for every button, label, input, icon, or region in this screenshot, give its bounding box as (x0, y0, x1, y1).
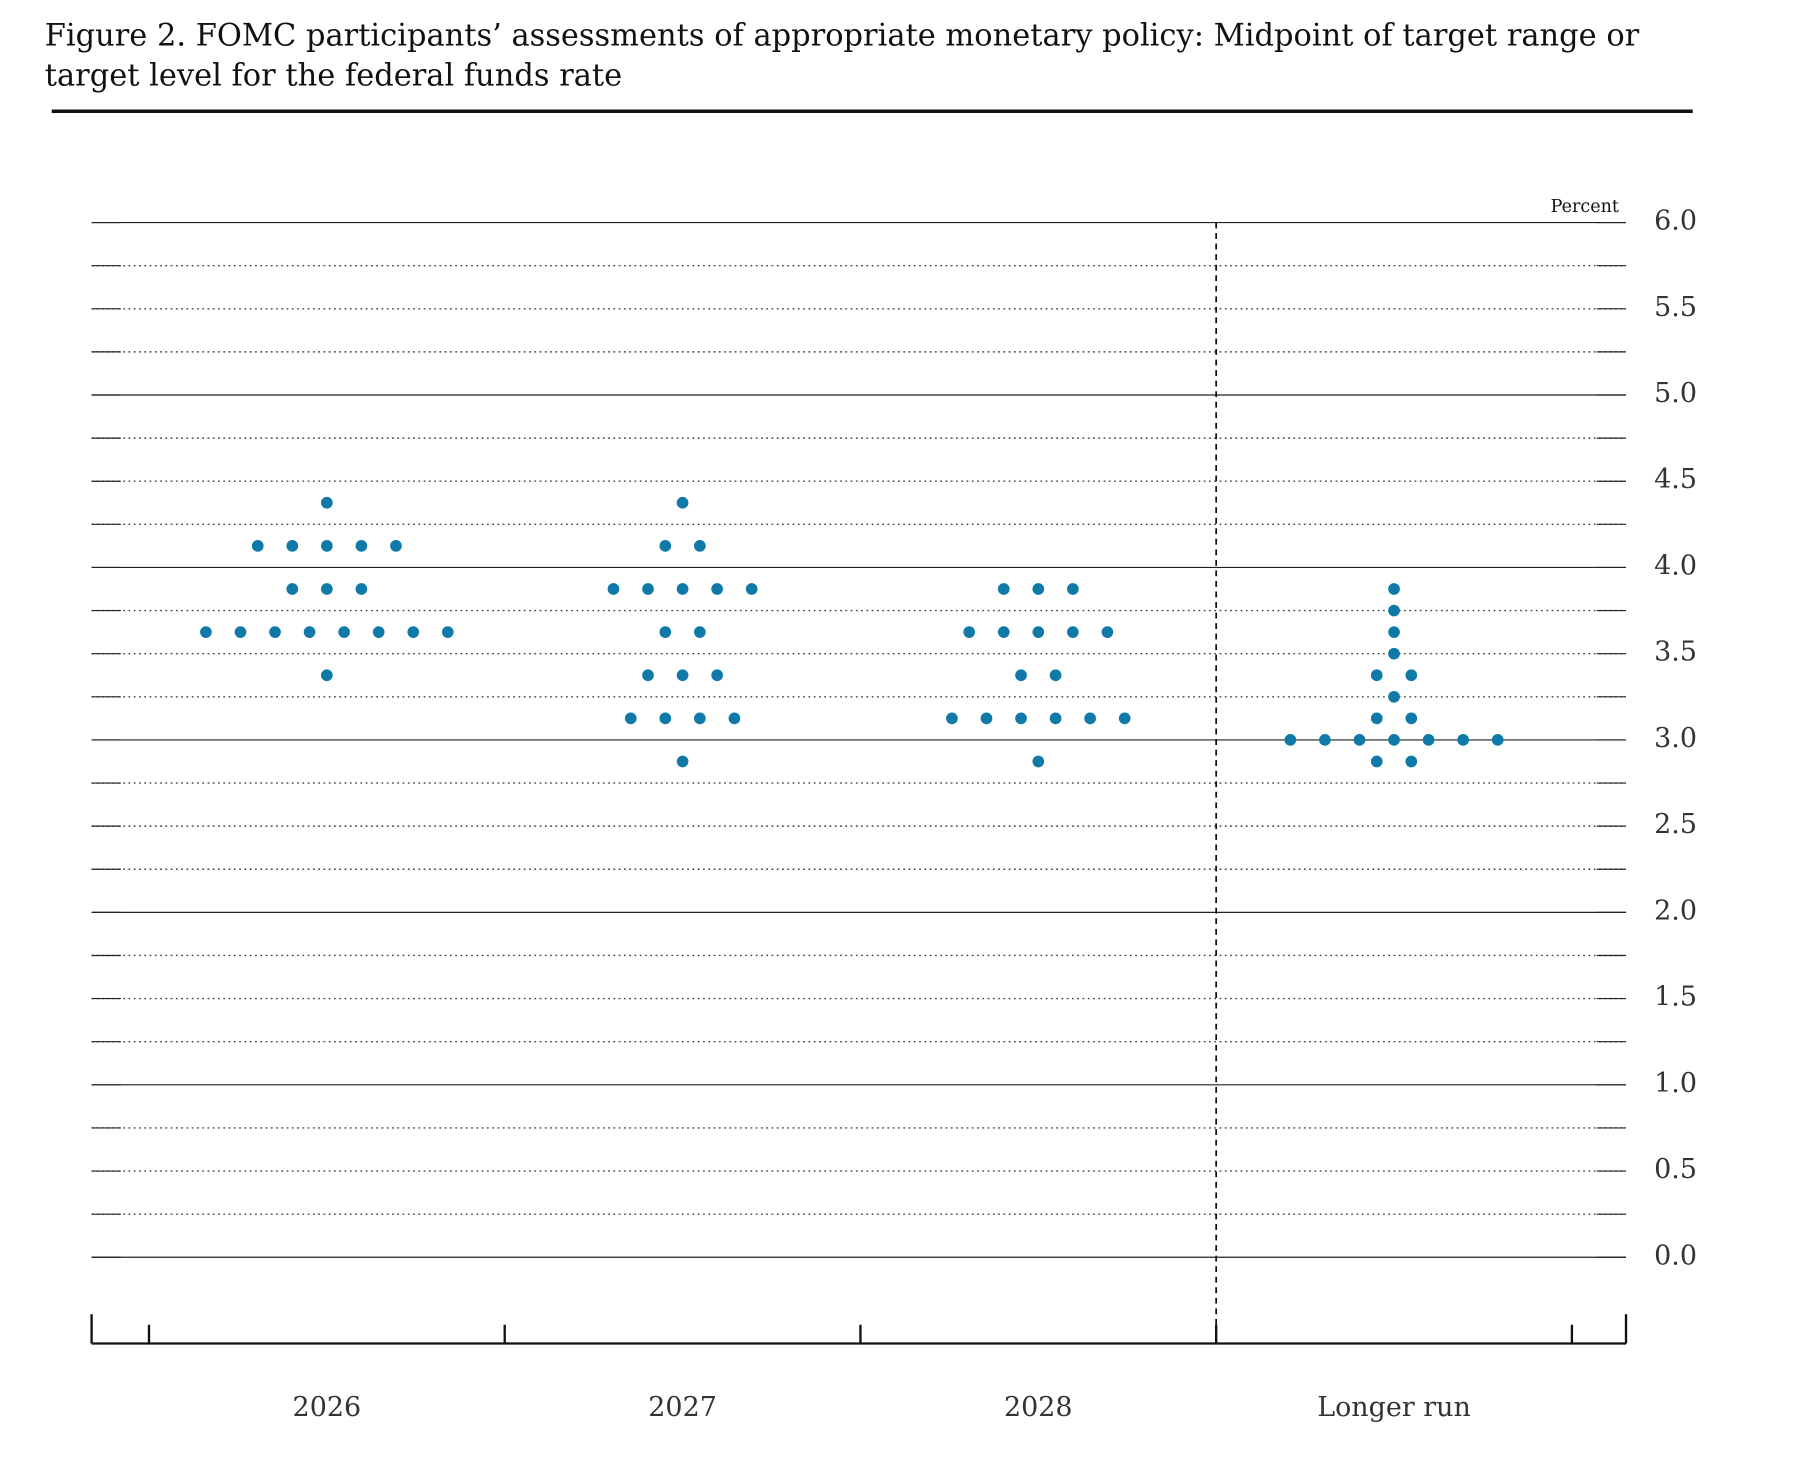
dot (1370, 669, 1383, 682)
dot (372, 626, 385, 638)
dot (1118, 712, 1131, 725)
y-tick-label: 0.0 (1654, 1240, 1697, 1271)
dot (286, 540, 299, 552)
x-tick-label: 2027 (648, 1392, 717, 1423)
dot (659, 540, 672, 552)
dot (694, 540, 706, 552)
dot (1405, 755, 1418, 768)
dot (1353, 734, 1366, 746)
dot (1084, 712, 1096, 725)
y-tick-label: 2.0 (1654, 895, 1697, 926)
dot (711, 669, 723, 682)
dot (1388, 647, 1400, 660)
dot (286, 583, 299, 595)
dot (946, 712, 958, 725)
dot (1405, 712, 1418, 725)
dot (303, 626, 316, 638)
dot (1067, 583, 1079, 595)
dot (1015, 669, 1027, 682)
dot (642, 583, 654, 595)
x-tick-label: 2026 (293, 1392, 362, 1423)
dot (1284, 734, 1297, 746)
dot (1491, 734, 1504, 746)
dot (1405, 669, 1418, 682)
y-tick-label: 0.5 (1654, 1154, 1697, 1185)
dot (1388, 734, 1400, 746)
y-tick-label: 4.0 (1654, 550, 1697, 581)
dot (1319, 734, 1331, 746)
title-box: Figure 2. FOMC participants’ assessments… (44, 18, 1640, 94)
dot (251, 540, 264, 552)
y-tick-label: 1.5 (1654, 982, 1697, 1013)
dot (1032, 755, 1045, 768)
dot (676, 755, 689, 768)
dot (1388, 690, 1400, 703)
y-tick-label: 3.5 (1654, 637, 1697, 668)
dot (320, 669, 333, 682)
dot (407, 626, 420, 638)
dot (676, 669, 689, 682)
dot (234, 626, 247, 638)
y-tick-label: 6.0 (1654, 206, 1697, 237)
dot (1049, 669, 1062, 682)
dot (694, 626, 706, 638)
dot (1101, 626, 1114, 638)
dot (728, 712, 741, 725)
y-axis-label: Percent (1551, 197, 1619, 217)
dot (624, 712, 637, 725)
dot (1015, 712, 1027, 725)
dot (441, 626, 454, 638)
y-tick-label: 5.0 (1654, 378, 1697, 409)
dot (642, 669, 654, 682)
dot (320, 496, 333, 509)
dot (1370, 712, 1383, 725)
dot (355, 540, 368, 552)
dot (745, 583, 758, 595)
y-tick-label: 4.5 (1654, 464, 1697, 495)
dot (659, 712, 672, 725)
dot (320, 540, 333, 552)
dot (1067, 626, 1079, 638)
y-tick-label: 2.5 (1654, 809, 1697, 840)
dot (269, 626, 281, 638)
y-tick-label: 1.0 (1654, 1068, 1697, 1099)
dot (997, 583, 1010, 595)
dot (694, 712, 706, 725)
dot (676, 583, 689, 595)
dot (676, 496, 689, 509)
dot (607, 583, 620, 595)
chart-title: Figure 2. FOMC participants’ assessments… (44, 18, 1640, 94)
dot (338, 626, 350, 638)
dot (1032, 626, 1045, 638)
dot (711, 583, 723, 595)
dot (1388, 583, 1400, 595)
y-tick-label: 5.5 (1654, 292, 1697, 323)
y-tick-label: 3.0 (1654, 723, 1697, 754)
dot (1388, 604, 1400, 617)
x-tick-label: 2028 (1004, 1392, 1073, 1423)
dot (320, 583, 333, 595)
dot (1422, 734, 1435, 746)
dot (659, 626, 672, 638)
dot (1457, 734, 1470, 746)
dot (390, 540, 402, 552)
dot (355, 583, 368, 595)
dot (1032, 583, 1045, 595)
dot (1049, 712, 1062, 725)
dot (997, 626, 1010, 638)
dot (1370, 755, 1383, 768)
dot (963, 626, 976, 638)
dot (1388, 626, 1400, 638)
dot (980, 712, 993, 725)
x-tick-label: Longer run (1317, 1392, 1471, 1423)
dot (200, 626, 212, 638)
